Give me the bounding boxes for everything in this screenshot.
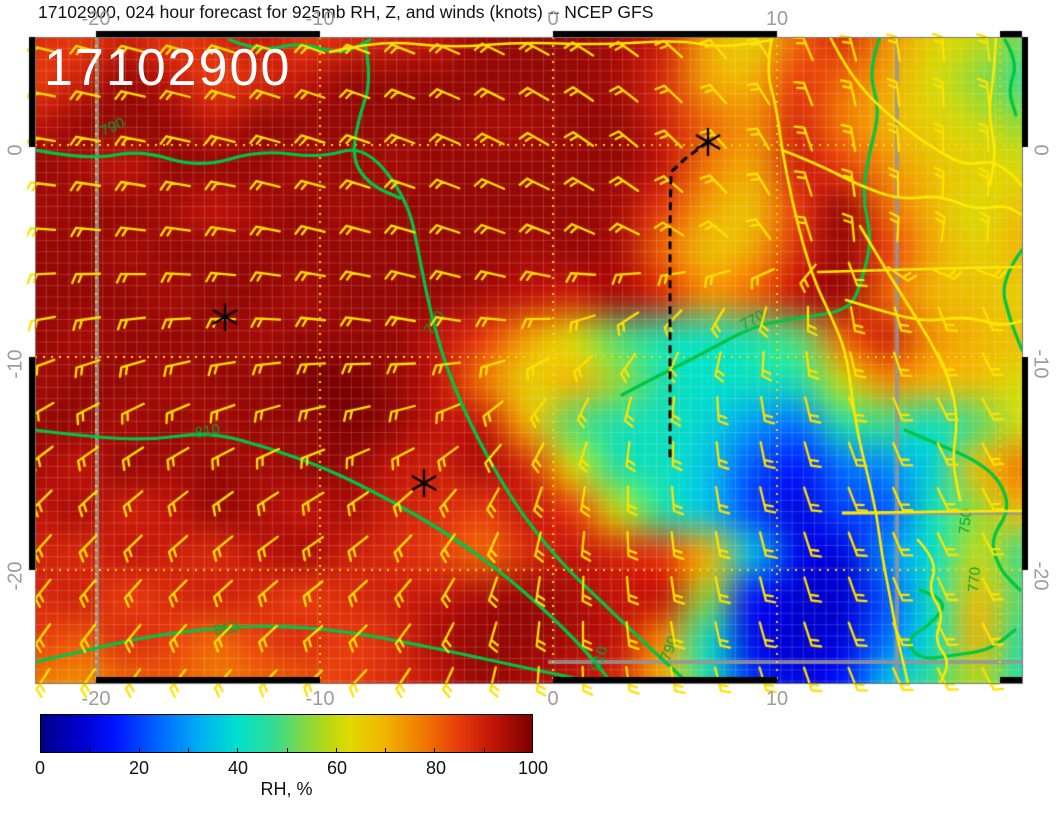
timestamp-overlay: 17102900 <box>44 39 292 97</box>
x-axis-tick-label: -10 <box>305 8 335 30</box>
y-axis-tick-label: -10 <box>4 349 27 379</box>
colorbar-tick-label: 0 <box>34 758 46 778</box>
x-axis-tick-label: 0 <box>547 8 559 30</box>
x-axis-tick-label: -10 <box>305 688 335 710</box>
y-axis-tick-label: 0 <box>4 144 27 156</box>
x-axis-tick-label: 10 <box>765 688 789 710</box>
x-axis-tick-label: 10 <box>765 8 789 30</box>
x-axis-tick-label: 0 <box>547 688 559 710</box>
y-axis-tick-label: -20 <box>1029 561 1052 591</box>
colorbar-notch <box>385 748 387 753</box>
x-axis-tick-label: -20 <box>81 688 111 710</box>
y-axis-tick-label: 0 <box>1029 144 1052 156</box>
colorbar-notch <box>237 748 239 753</box>
colorbar-notch <box>434 748 436 753</box>
colorbar-tick-label: 20 <box>128 758 150 778</box>
colorbar-notch <box>483 748 485 753</box>
x-axis-tick-label: -20 <box>81 8 111 30</box>
y-axis-tick-label: -10 <box>1029 349 1052 379</box>
colorbar-tick-label: 40 <box>227 758 249 778</box>
colorbar-notch <box>187 748 189 753</box>
colorbar-tick-label: 100 <box>517 758 549 778</box>
colorbar-title: RH, % <box>260 779 313 799</box>
colorbar-notch <box>335 748 337 753</box>
rh-colorbar <box>40 714 533 753</box>
colorbar-notch <box>89 748 91 753</box>
colorbar-notch <box>286 748 288 753</box>
colorbar-tick-label: 60 <box>326 758 348 778</box>
colorbar-tick-label: 80 <box>425 758 447 778</box>
y-axis-tick-label: -20 <box>4 561 27 591</box>
colorbar-notch <box>138 748 140 753</box>
